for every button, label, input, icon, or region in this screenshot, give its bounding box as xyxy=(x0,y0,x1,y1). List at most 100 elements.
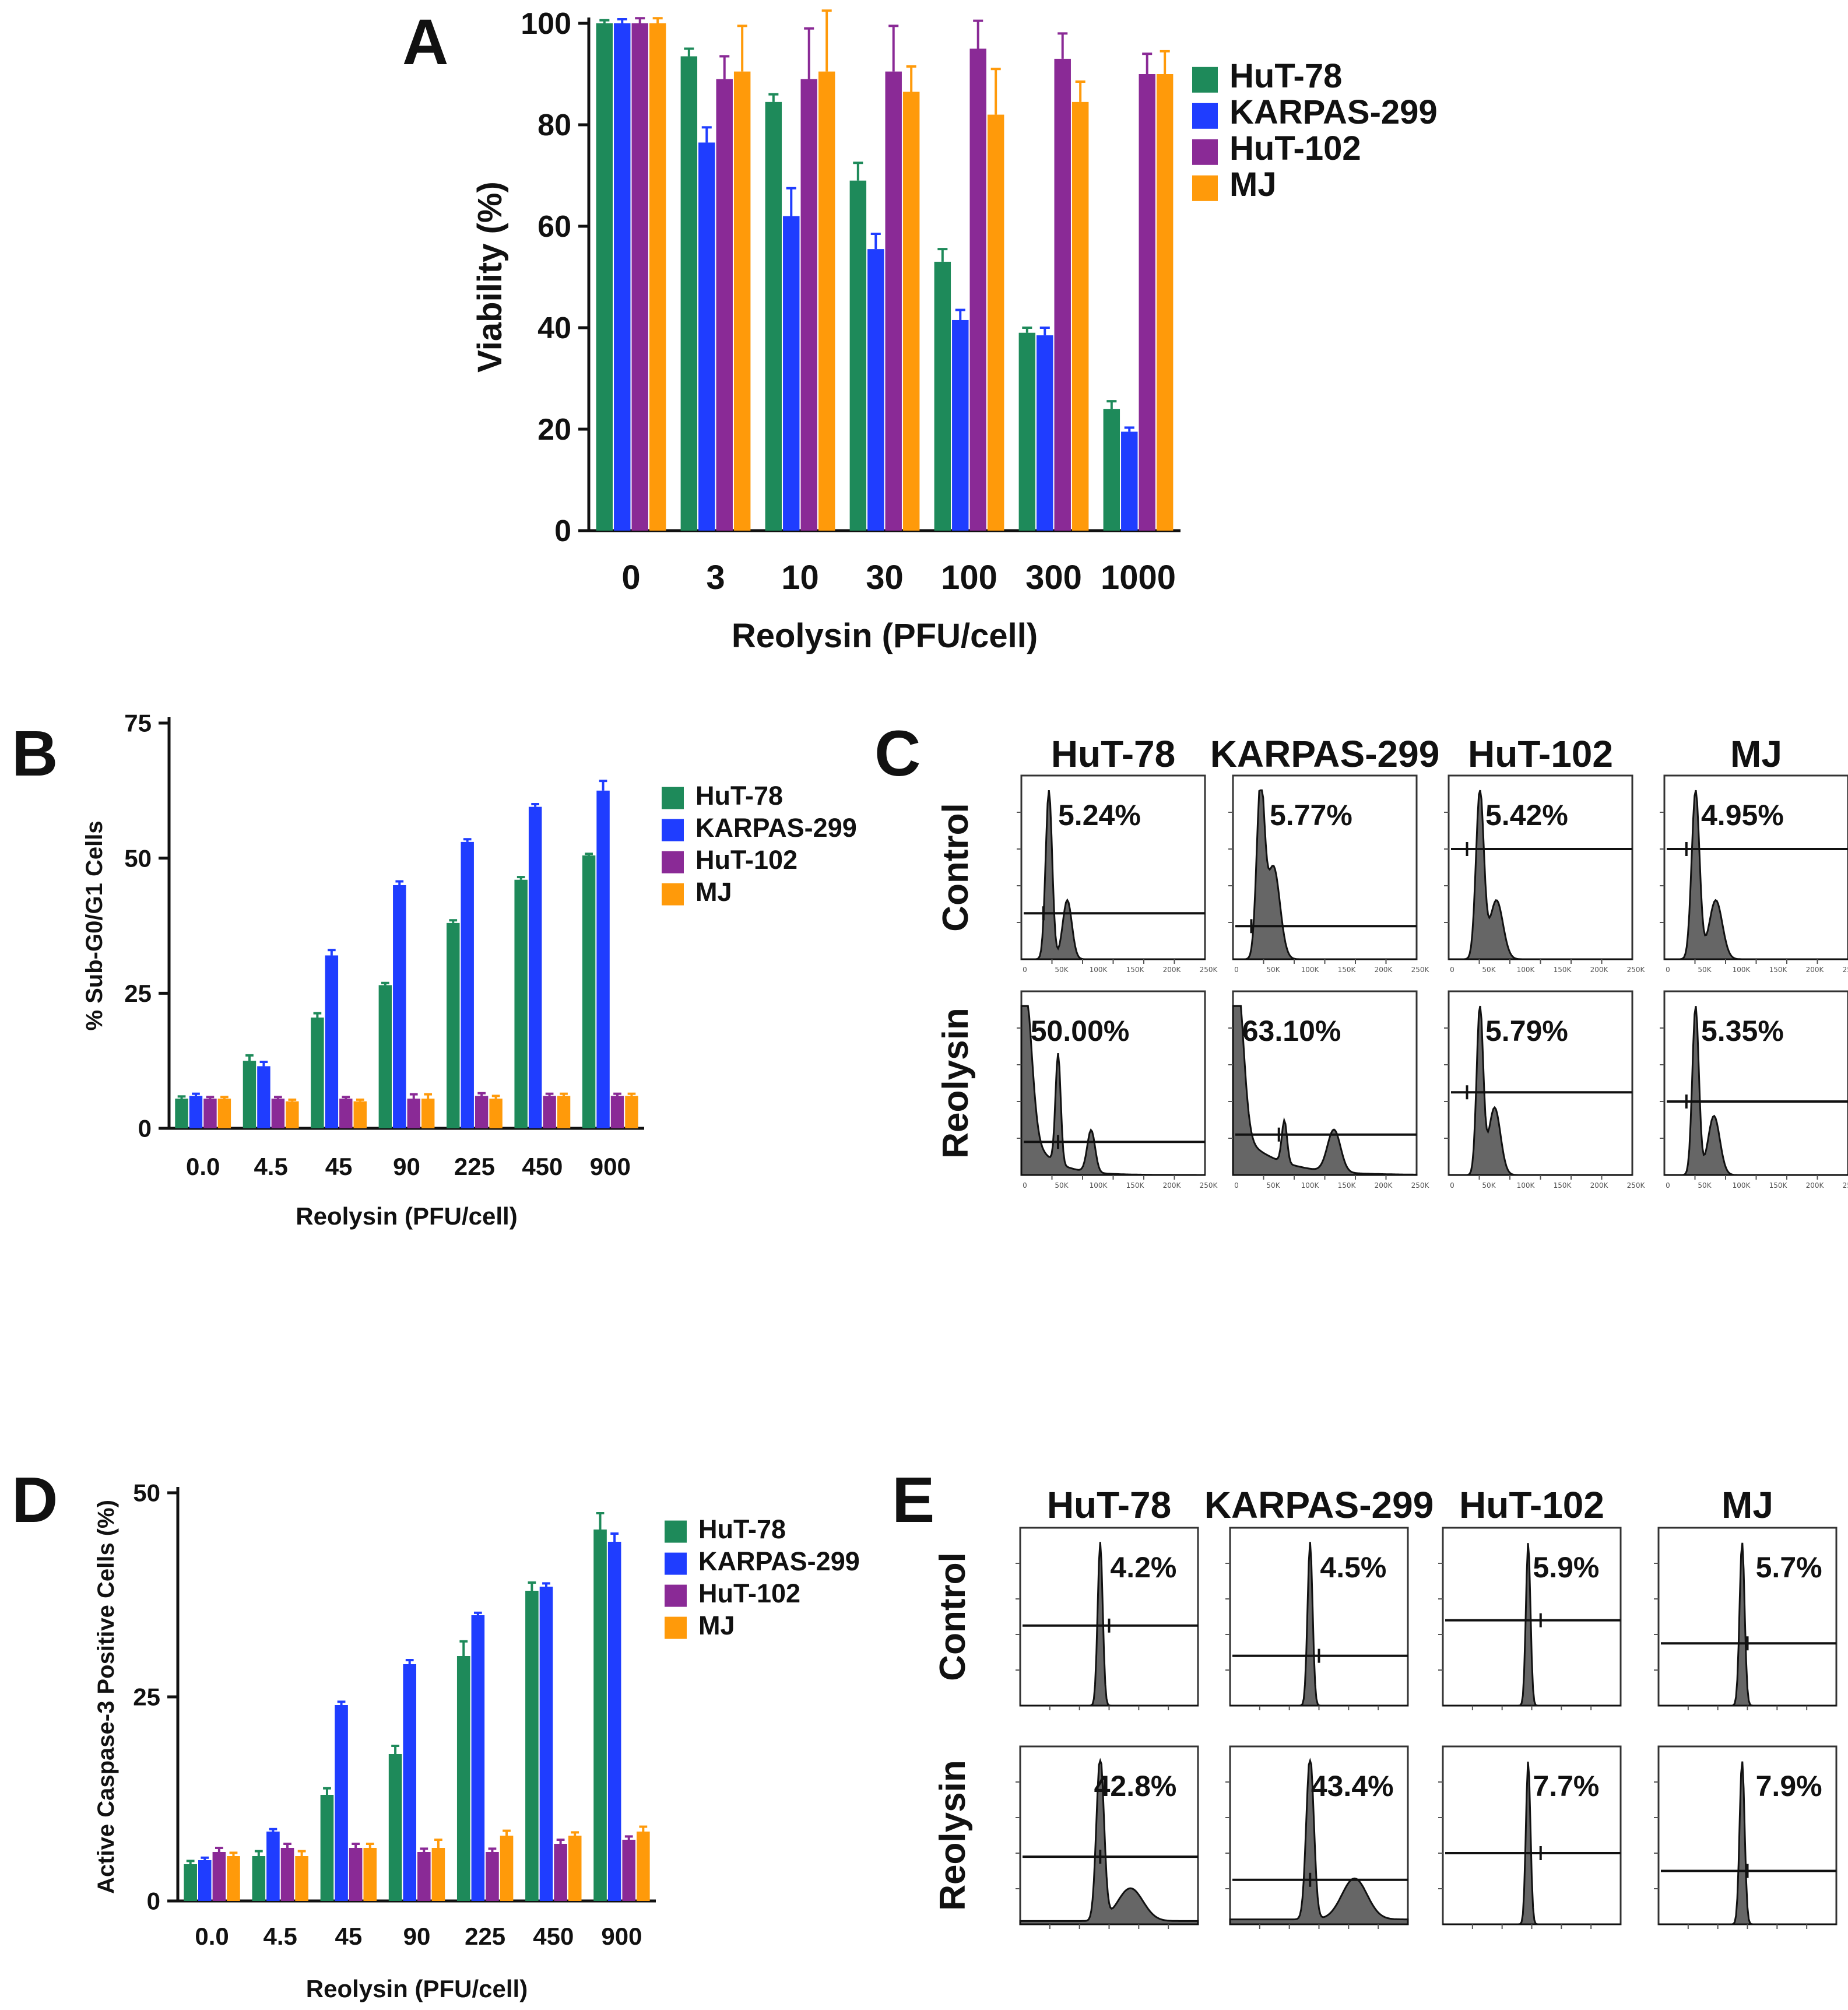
bar xyxy=(631,23,648,531)
bar xyxy=(885,71,902,531)
axis-tick-label: 0 xyxy=(1234,966,1239,974)
histogram xyxy=(1664,790,1848,960)
axis-tick-label: 0 xyxy=(1666,1181,1670,1190)
axis-tick-label: 50K xyxy=(1266,966,1280,974)
panel-letter-d: D xyxy=(12,1464,58,1536)
y-tick-label: 0 xyxy=(138,1115,152,1142)
axis-tick-label: 200K xyxy=(1163,1181,1182,1190)
legend-swatch xyxy=(1192,103,1218,129)
axis-tick-label: 250K xyxy=(1843,1181,1848,1190)
legend-swatch xyxy=(1192,175,1218,201)
legend-label: HuT-78 xyxy=(1229,57,1342,95)
bar xyxy=(649,23,666,531)
chart-b-subg1: 0 25 50 75 0.0 4.5 45 90 225 450 900 Reolysin (PFU/… xyxy=(82,710,857,1230)
percentage-label: 5.42% xyxy=(1485,799,1568,832)
bar xyxy=(393,885,406,1128)
percentage-label: 43.4% xyxy=(1311,1770,1394,1802)
bar xyxy=(528,806,542,1128)
bar xyxy=(175,1099,188,1128)
bar xyxy=(403,1664,416,1901)
axis-tick-label: 100K xyxy=(1090,966,1108,974)
panel-letter-a: A xyxy=(402,6,448,78)
axis-tick-label: 250K xyxy=(1627,966,1646,974)
legend-label: MJ xyxy=(695,877,732,907)
bar xyxy=(765,101,782,531)
percentage-label: 5.9% xyxy=(1533,1551,1599,1584)
axis-tick-label: 50K xyxy=(1698,966,1712,974)
row-label: Reolysin xyxy=(933,1760,973,1910)
bar xyxy=(286,1101,299,1128)
histogram-frame xyxy=(1019,1745,1199,1925)
bar xyxy=(271,1099,285,1128)
y-axis-label: % Sub-G0/G1 Cells xyxy=(82,820,107,1030)
histogram xyxy=(1021,790,1205,960)
legend-swatch xyxy=(665,1616,687,1639)
bar xyxy=(969,48,986,531)
bar xyxy=(987,114,1004,531)
histogram xyxy=(1233,789,1417,960)
x-tick-label: 30 xyxy=(866,559,904,597)
percentage-label: 5.24% xyxy=(1058,799,1141,832)
bar xyxy=(184,1864,197,1901)
axis-tick-label: 0 xyxy=(1666,966,1670,974)
axis-tick-label: 150K xyxy=(1338,1181,1357,1190)
bar xyxy=(698,142,715,531)
axis-tick-label: 100K xyxy=(1517,1181,1536,1190)
bar xyxy=(203,1099,217,1128)
axis-tick-label: 200K xyxy=(1375,1181,1393,1190)
bar xyxy=(610,1096,624,1128)
legend-swatch xyxy=(662,883,684,906)
bar xyxy=(486,1852,499,1901)
axis-tick-label: 150K xyxy=(1338,966,1357,974)
axis-tick-label: 150K xyxy=(1126,1181,1145,1190)
bar xyxy=(378,985,392,1128)
histogram xyxy=(1449,1005,1632,1176)
percentage-label: 4.95% xyxy=(1701,799,1784,832)
x-tick-label: 10 xyxy=(781,559,819,597)
legend-label: HuT-78 xyxy=(695,781,783,811)
column-header: KARPAS-299 xyxy=(1210,733,1440,775)
bar xyxy=(461,841,474,1128)
axis-tick-label: 100K xyxy=(1090,1181,1108,1190)
histogram xyxy=(1664,1006,1848,1176)
axis-tick-label: 150K xyxy=(1126,966,1145,974)
y-tick-label: 0 xyxy=(147,1888,160,1915)
bar xyxy=(325,955,339,1128)
y-axis-label: Active Caspase-3 Positive Cells (%) xyxy=(93,1500,119,1894)
bar xyxy=(568,1836,582,1901)
y-tick-label: 60 xyxy=(537,210,571,244)
x-axis-label: Reolysin (PFU/cell) xyxy=(306,1975,528,2002)
percentage-label: 4.5% xyxy=(1320,1551,1386,1584)
bar xyxy=(1037,335,1053,531)
axis-tick-label: 150K xyxy=(1769,1181,1788,1190)
legend-swatch xyxy=(1192,139,1218,165)
bar xyxy=(596,790,610,1128)
bar xyxy=(1071,101,1089,531)
bar xyxy=(622,1840,636,1901)
percentage-label: 7.9% xyxy=(1756,1770,1822,1802)
x-tick-label: 300 xyxy=(1025,559,1082,597)
panel-letter-e: E xyxy=(892,1464,934,1536)
bar xyxy=(1018,332,1036,531)
bar xyxy=(733,71,751,531)
legend-swatch xyxy=(665,1520,687,1543)
axis-tick-label: 100K xyxy=(1301,1181,1320,1190)
histogram-frame xyxy=(1232,990,1418,1176)
axis-tick-label: 250K xyxy=(1411,966,1430,974)
bar xyxy=(539,1587,553,1901)
bar xyxy=(952,320,969,531)
bar xyxy=(339,1099,353,1128)
axis-tick-label: 100K xyxy=(1733,966,1751,974)
column-header: HuT-102 xyxy=(1459,1484,1604,1526)
legend-swatch xyxy=(662,787,684,809)
histogram xyxy=(1229,1758,1409,1925)
bar xyxy=(582,855,596,1128)
bar xyxy=(637,1832,650,1901)
bar xyxy=(311,1018,324,1128)
x-tick-label: 900 xyxy=(590,1153,631,1180)
column-header: KARPAS-299 xyxy=(1204,1484,1434,1526)
axis-tick-label: 50K xyxy=(1266,1181,1280,1190)
flow-panel-c: HuT-78 KARPAS-299 HuT-102 MJ Control Reolysin… xyxy=(936,733,1848,1190)
bar xyxy=(447,922,460,1128)
